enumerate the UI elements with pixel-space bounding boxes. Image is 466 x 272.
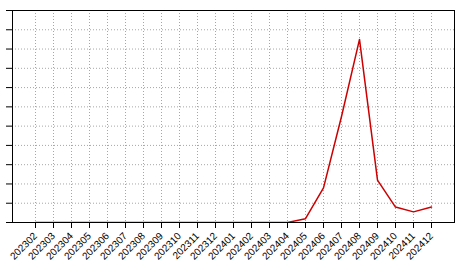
svg-text:202402: 202402: [223, 230, 256, 262]
svg-text:202406: 202406: [295, 230, 328, 262]
svg-text:202311: 202311: [170, 230, 202, 262]
svg-text:202306: 202306: [79, 230, 112, 262]
svg-text:202412: 202412: [404, 230, 436, 262]
svg-text:202302: 202302: [7, 230, 40, 262]
svg-text:202401: 202401: [205, 230, 238, 262]
svg-text:202309: 202309: [133, 230, 166, 262]
svg-text:202310: 202310: [151, 230, 184, 262]
svg-text:202411: 202411: [386, 230, 418, 262]
svg-text:202408: 202408: [331, 230, 364, 262]
svg-text:202405: 202405: [277, 230, 310, 262]
svg-text:202308: 202308: [115, 230, 148, 262]
svg-text:202312: 202312: [187, 230, 220, 262]
svg-text:202305: 202305: [61, 230, 94, 262]
svg-text:202304: 202304: [43, 230, 76, 262]
svg-text:202303: 202303: [25, 230, 58, 262]
svg-text:202403: 202403: [241, 230, 274, 262]
svg-text:202407: 202407: [313, 230, 346, 262]
svg-text:202409: 202409: [349, 230, 382, 262]
svg-text:202404: 202404: [259, 230, 292, 262]
svg-text:202410: 202410: [367, 230, 400, 262]
svg-text:202307: 202307: [97, 230, 130, 262]
